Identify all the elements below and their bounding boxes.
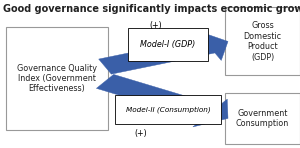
- FancyBboxPatch shape: [6, 27, 108, 130]
- Text: Gross
Domestic
Product
(GDP): Gross Domestic Product (GDP): [243, 21, 282, 62]
- Text: Model-I (GDP): Model-I (GDP): [140, 40, 196, 49]
- Polygon shape: [96, 74, 228, 127]
- Text: Good governance significantly impacts economic growth: Good governance significantly impacts ec…: [3, 4, 300, 15]
- Text: (+): (+): [135, 129, 147, 138]
- Polygon shape: [99, 30, 228, 74]
- Text: Governance Quality
Index (Government
Effectiveness): Governance Quality Index (Government Eff…: [17, 63, 97, 93]
- FancyBboxPatch shape: [225, 93, 300, 144]
- Text: (+): (+): [150, 21, 162, 30]
- FancyBboxPatch shape: [225, 7, 300, 75]
- Text: Model-II (Consumption): Model-II (Consumption): [126, 106, 210, 113]
- Text: Government
Consumption: Government Consumption: [236, 109, 289, 128]
